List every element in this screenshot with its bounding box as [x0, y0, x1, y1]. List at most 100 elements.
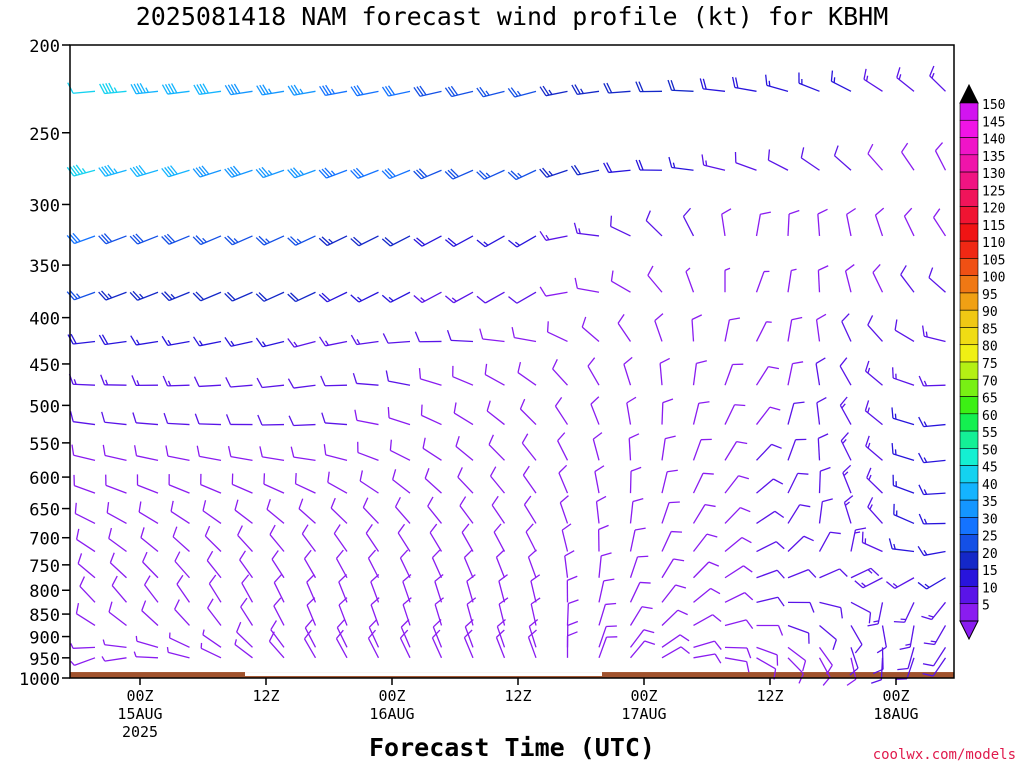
colorbar-label: 45 — [982, 461, 998, 476]
barb-feather — [141, 600, 147, 611]
barb-staff — [787, 657, 804, 675]
y-tick-label: 950 — [29, 650, 60, 670]
wind-barb — [108, 527, 127, 553]
wind-barb — [79, 576, 96, 603]
barb-staff — [172, 536, 190, 553]
barb-staff — [198, 423, 222, 426]
barb-feather — [799, 504, 811, 508]
barb-feather — [714, 640, 722, 650]
barb-feather — [233, 238, 239, 243]
barb-feather — [606, 82, 613, 94]
barb-feather — [170, 293, 176, 299]
barb-feather — [760, 211, 771, 215]
wind-barb — [552, 359, 568, 386]
barb-staff — [74, 291, 96, 301]
barb-staff — [490, 475, 506, 494]
wind-barb — [830, 70, 852, 92]
wind-barb — [819, 624, 837, 651]
wind-barb — [463, 549, 474, 579]
barb-staff — [787, 646, 806, 662]
wind-barb — [496, 619, 506, 648]
barb-feather — [498, 597, 509, 605]
wind-barb — [70, 657, 96, 666]
wind-barb — [402, 574, 412, 603]
barb-feather — [493, 523, 502, 533]
wind-barb — [256, 84, 285, 96]
barb-feather — [258, 167, 267, 177]
barb-feather — [133, 651, 137, 657]
barb-staff — [629, 501, 634, 524]
barb-staff — [894, 329, 915, 343]
barb-feather — [367, 629, 377, 639]
wind-barb — [755, 270, 770, 293]
wind-barb — [413, 235, 442, 247]
barb-feather — [634, 527, 646, 531]
wind-barb — [724, 592, 754, 603]
wind-barb — [559, 495, 569, 524]
barb-feather — [521, 433, 529, 444]
barb-feather — [891, 443, 894, 454]
barb-staff — [819, 624, 837, 641]
barb-staff — [140, 537, 159, 553]
wind-barb — [590, 396, 600, 425]
barb-staff — [693, 653, 716, 659]
barb-feather — [196, 445, 201, 457]
barb-feather — [192, 292, 202, 302]
barb-feather — [101, 234, 110, 244]
wind-barb — [133, 445, 159, 461]
barb-feather — [734, 404, 746, 407]
wind-barb — [787, 268, 797, 293]
barb-staff — [135, 656, 159, 659]
colorbar-segment — [959, 171, 979, 190]
wind-barb — [161, 335, 190, 347]
barb-feather — [768, 80, 771, 87]
barb-staff — [703, 88, 726, 92]
wind-barb — [629, 606, 653, 626]
barb-staff — [724, 646, 748, 649]
wind-barb — [734, 151, 757, 171]
barb-feather — [917, 545, 925, 556]
barb-staff — [295, 291, 316, 303]
wind-barb — [106, 502, 127, 524]
wind-barb — [192, 165, 222, 178]
barb-feather — [476, 87, 484, 98]
barb-feather — [867, 407, 870, 413]
barb-feather — [270, 620, 277, 631]
barb-feather — [365, 523, 373, 534]
barb-feather — [164, 234, 173, 244]
barb-staff — [755, 406, 771, 425]
wind-barb — [444, 85, 474, 98]
barb-feather — [606, 625, 617, 628]
barb-feather — [854, 531, 861, 534]
barb-feather — [293, 341, 298, 347]
barb-staff — [167, 384, 190, 387]
colorbar-label: 40 — [982, 478, 998, 493]
barb-feather — [356, 339, 361, 345]
barb-feather — [791, 268, 797, 272]
barb-feather — [132, 290, 141, 300]
colorbar-segment — [959, 258, 979, 276]
barb-feather — [898, 74, 902, 80]
wind-barb — [866, 467, 883, 494]
barb-feather — [292, 167, 302, 177]
wind-barbs — [66, 65, 947, 686]
barb-staff — [431, 557, 443, 579]
barb-feather — [353, 168, 362, 178]
barb-feather — [868, 474, 872, 481]
barb-feather — [510, 170, 520, 179]
barb-staff — [388, 90, 411, 97]
colorbar-segment — [959, 586, 979, 605]
barb-feather — [548, 89, 553, 95]
barb-staff — [703, 164, 726, 171]
barb-feather — [775, 541, 785, 550]
barb-staff — [176, 583, 191, 603]
barb-feather — [476, 171, 485, 180]
barb-feather — [273, 597, 282, 607]
barb-feather — [641, 606, 653, 610]
colorbar-label: 135 — [982, 150, 1005, 165]
wind-barb — [558, 464, 569, 494]
wind-barb — [98, 164, 127, 177]
wind-barb — [354, 409, 379, 426]
wind-barb — [755, 321, 772, 342]
wind-barb — [298, 498, 316, 524]
